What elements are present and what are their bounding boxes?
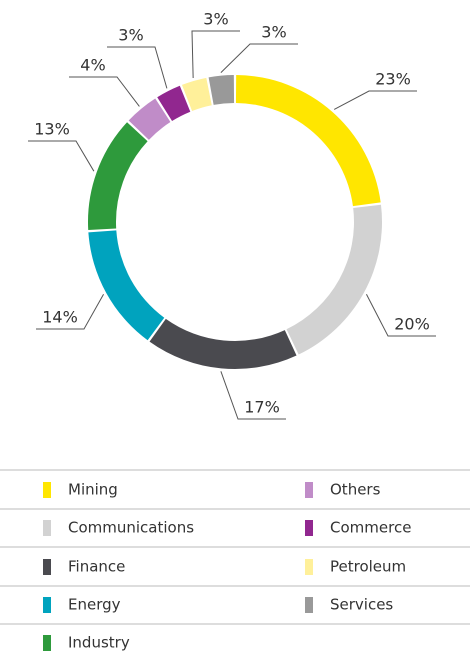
legend-label: Energy [68,596,121,614]
legend-swatch [305,559,313,575]
leader-line [28,140,95,172]
leader-line [191,30,240,78]
leader-line [36,294,104,330]
data-label: 13% [34,120,70,139]
legend-swatch [43,482,51,498]
legend-swatch [305,520,313,536]
legend-label: Services [330,596,393,614]
legend-label: Commerce [330,519,411,537]
leader-line [366,294,436,337]
data-label: 17% [244,398,280,417]
legend-label: Mining [68,481,118,499]
legend-label: Finance [68,558,125,576]
data-label: 3% [261,23,286,42]
donut-segment [235,75,381,207]
legend-label: Industry [68,634,130,652]
data-label: 3% [118,26,143,45]
donut-segment [208,75,235,105]
donut-segment [88,122,148,231]
legend-swatch [305,597,313,613]
legend-label: Others [330,481,381,499]
legend-swatch [305,482,313,498]
data-label: 4% [80,56,105,75]
donut-segment [149,318,297,370]
leader-line [69,76,140,107]
donut-segment [286,204,382,355]
leader-line [220,371,286,420]
legend-swatch [43,520,51,536]
donut-segment [157,85,191,122]
leader-line [220,43,298,74]
donut-segment [128,98,171,140]
legend-label: Communications [68,519,194,537]
data-label: 14% [42,308,78,327]
legend-label: Petroleum [330,558,406,576]
legend-swatch [43,597,51,613]
leader-line [107,46,168,89]
leader-line [333,90,417,110]
donut-segment [88,230,165,341]
data-label: 20% [394,315,430,334]
data-label: 23% [375,70,411,89]
legend-swatch [43,559,51,575]
legend-swatch [43,635,51,651]
donut-segment [181,77,212,112]
data-label: 3% [203,10,228,29]
